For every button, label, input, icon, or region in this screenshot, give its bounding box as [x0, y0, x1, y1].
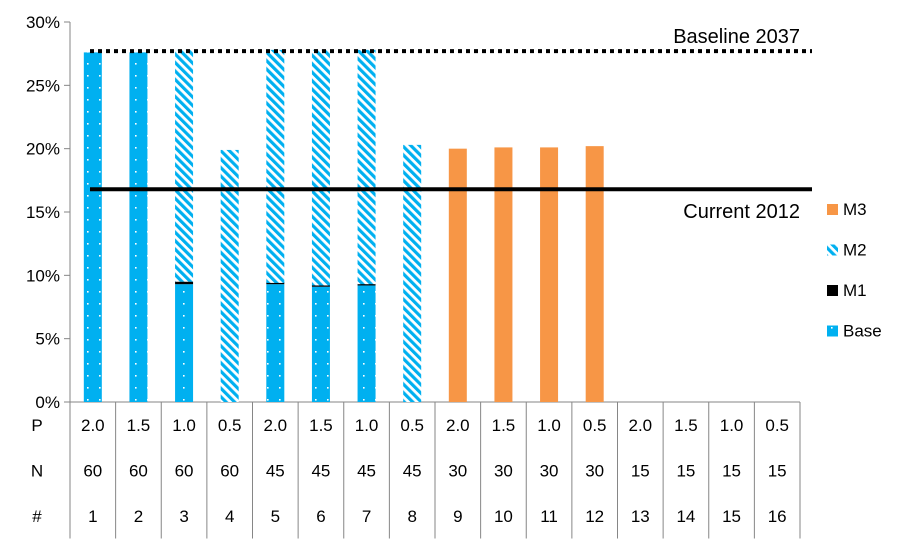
legend-swatch: [827, 204, 838, 215]
legend-swatch: [827, 285, 838, 296]
table-cell: 1.5: [674, 416, 698, 435]
table-cell: 1.0: [720, 416, 744, 435]
bars: [83, 49, 604, 403]
legend-swatch: [827, 325, 838, 337]
table-cell: 0.5: [765, 416, 789, 435]
table-cell: 9: [453, 507, 462, 526]
bar-m1: [175, 281, 194, 285]
table-cell: 45: [403, 461, 422, 480]
legend-label: Base: [843, 322, 882, 341]
table-cell: 2.0: [628, 416, 652, 435]
bar-base: [83, 52, 102, 403]
y-tick-label: 10%: [26, 266, 60, 285]
table-cell: 60: [129, 461, 148, 480]
table-cell: 45: [311, 461, 330, 480]
bar-m3: [540, 147, 559, 402]
table-cell: 3: [179, 507, 188, 526]
y-axis: 0% 5% 10% 15% 20% 25% 30%: [26, 13, 71, 412]
bar-m1: [311, 284, 330, 287]
table-cell: 7: [362, 507, 371, 526]
table-cell: 30: [585, 461, 604, 480]
y-tick-label: 5%: [35, 330, 60, 349]
bar-base: [129, 52, 148, 403]
y-tick-label: 30%: [26, 13, 60, 32]
table-cell: 1.5: [309, 416, 333, 435]
table-cell: 2: [134, 507, 143, 526]
table-cell: 0.5: [400, 416, 424, 435]
table-cell: 60: [175, 461, 194, 480]
table-cell: 6: [316, 507, 325, 526]
bar-m1: [357, 283, 376, 286]
table-cell: 14: [676, 507, 695, 526]
table-cell: 15: [722, 461, 741, 480]
reference-lines: Baseline 2037 Current 2012: [90, 26, 812, 223]
table-cell: 1.0: [172, 416, 196, 435]
bar-m2: [357, 49, 376, 285]
table-cell: 12: [585, 507, 604, 526]
table-cell: 10: [494, 507, 513, 526]
y-tick-label: 20%: [26, 140, 60, 159]
legend-label: M1: [843, 281, 867, 300]
bar-m2: [175, 49, 194, 282]
table-cell: 5: [271, 507, 280, 526]
bar-base: [175, 284, 194, 402]
reference-line-label: Current 2012: [683, 201, 800, 223]
table-cell: 1.5: [127, 416, 151, 435]
legend: M3 M2 M1 Base: [827, 200, 882, 341]
legend-swatch: [827, 244, 838, 256]
bar-base: [266, 284, 285, 402]
legend-label: M3: [843, 200, 867, 219]
bar-m3: [494, 147, 513, 402]
bar-base: [311, 286, 330, 402]
y-tick-label: 0%: [35, 393, 60, 412]
table-cell: 1.5: [492, 416, 516, 435]
table-cell: 60: [83, 461, 102, 480]
table-cell: 13: [631, 507, 650, 526]
table-cell: 2.0: [263, 416, 287, 435]
table-cell: 2.0: [81, 416, 105, 435]
category-table: P 2.0 1.5 1.0 0.5 2.0 1.5 1.0 0.5 2.0 1.5 1.0 0.5 2.0…: [31, 401, 801, 539]
table-cell: 8: [407, 507, 416, 526]
y-tick-label: 15%: [26, 203, 60, 222]
table-cell: 15: [676, 461, 695, 480]
y-tick-label: 25%: [26, 76, 60, 95]
bar-m2: [266, 49, 285, 283]
bar-m3: [585, 146, 604, 402]
table-cell: 15: [722, 507, 741, 526]
table-cell: 1.0: [537, 416, 561, 435]
table-row-label: N: [31, 461, 43, 480]
table-cell: 30: [494, 461, 513, 480]
table-cell: 60: [220, 461, 239, 480]
bar-m2: [403, 144, 422, 402]
table-cell: 11: [540, 507, 558, 526]
table-cell: 30: [448, 461, 467, 480]
table-cell: 30: [540, 461, 559, 480]
table-cell: 2.0: [446, 416, 470, 435]
table-cell: 0.5: [583, 416, 607, 435]
table-cell: 45: [357, 461, 376, 480]
reference-line-label: Baseline 2037: [673, 26, 800, 48]
table-cell: 4: [225, 507, 234, 526]
table-cell: 15: [631, 461, 650, 480]
table-row-label: P: [31, 416, 42, 435]
table-row-label: #: [32, 507, 42, 526]
bar-m2: [311, 49, 330, 286]
table-cell: 16: [768, 507, 787, 526]
table-cell: 1: [88, 507, 97, 526]
bar-m3: [448, 148, 467, 402]
bar-m2: [220, 149, 239, 402]
bar-m1: [266, 282, 285, 285]
table-cell: 0.5: [218, 416, 242, 435]
table-cell: 45: [266, 461, 285, 480]
legend-label: M2: [843, 241, 867, 260]
bar-base: [357, 285, 376, 402]
table-cell: 1.0: [355, 416, 379, 435]
table-cell: 15: [768, 461, 787, 480]
